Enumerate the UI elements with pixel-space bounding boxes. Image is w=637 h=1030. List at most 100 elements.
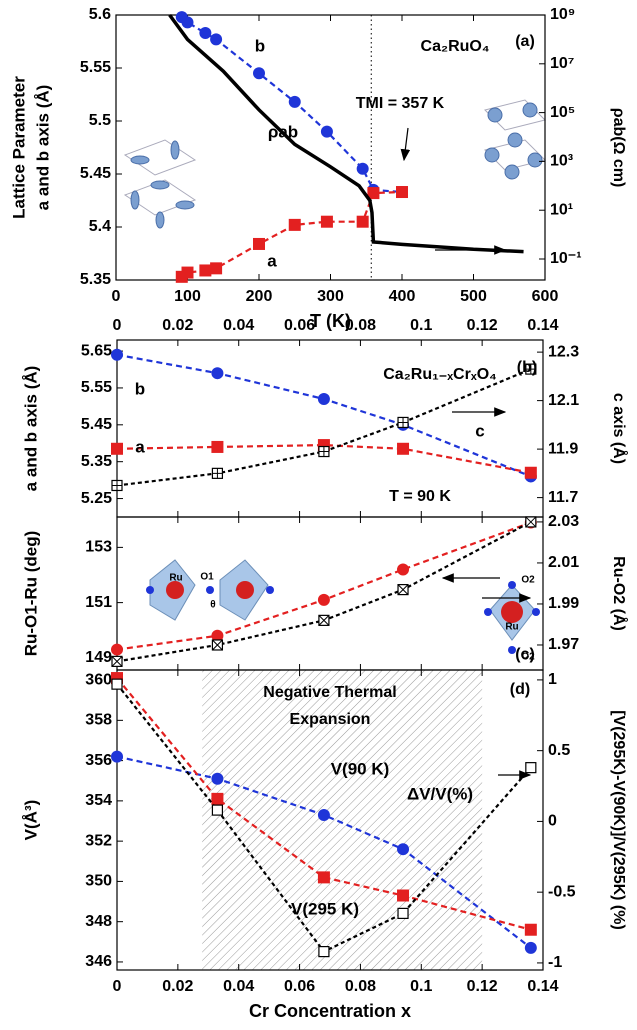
y-tick-label: 5.6: [89, 6, 111, 23]
x-tick-label: 0.06: [284, 978, 315, 995]
data-point: [356, 162, 369, 175]
data-point: [210, 262, 223, 275]
crystal-inset-left: [123, 139, 197, 229]
marker-cross: [212, 639, 223, 651]
data-point: [524, 923, 537, 936]
span-layer: [202, 670, 483, 970]
series-label: ρab: [268, 122, 298, 141]
y2-tick-label: 11.7: [548, 489, 578, 506]
data-point: [211, 467, 224, 479]
x-tick-label: 0.12: [467, 978, 498, 995]
series-label: V(295 K): [291, 899, 359, 918]
x-tick-label: 0.1: [410, 317, 432, 334]
data-point: [111, 479, 123, 492]
data-point: [524, 941, 537, 954]
data-point: [211, 772, 224, 785]
annotation: Ru: [505, 622, 518, 633]
x-tick-label: 0.12: [467, 317, 498, 334]
y2-tick-label: 10¹: [550, 201, 573, 218]
x-tick-label: 0.08: [345, 317, 376, 334]
data-point: [320, 215, 333, 228]
annotation: O2: [521, 575, 535, 586]
y-tick-label: 352: [85, 832, 112, 849]
marker-cross: [525, 364, 536, 375]
series-label: V(90 K): [331, 759, 390, 778]
data-point: [367, 187, 380, 200]
y2-tick-label: 10⁻¹: [550, 250, 582, 267]
y2-tick-label: 10⁷: [550, 55, 574, 72]
data-point: [111, 655, 123, 667]
annotation: Negative Thermal: [263, 684, 396, 701]
y-tick-label: 358: [85, 712, 112, 729]
x-tick-label: 0: [113, 317, 122, 334]
data-point: [320, 125, 333, 138]
annotation: Expansion: [290, 711, 371, 728]
data-point: [211, 367, 224, 380]
series-label: b: [135, 379, 145, 398]
series-label: ΔV/V(%): [407, 784, 473, 803]
data-point: [210, 33, 223, 46]
data-point: [525, 516, 537, 528]
series-label: b: [255, 36, 265, 55]
y2-tick-label: 12.3: [548, 343, 579, 360]
annotation: (a): [515, 33, 535, 50]
y-tick-label: 5.45: [81, 416, 112, 433]
y-tick-label: 348: [85, 913, 112, 930]
shaded-region: [202, 670, 483, 970]
data-point: [111, 750, 123, 763]
arrow: [400, 127, 411, 162]
data-point: [211, 639, 224, 651]
data-point: [397, 563, 410, 576]
data-point: [253, 237, 265, 250]
data-point: [397, 889, 410, 902]
y-tick-label: 153: [85, 539, 112, 556]
y2-tick-label: -1: [548, 954, 562, 971]
annotation: (b): [517, 359, 537, 376]
y-tick-label: 5.35: [81, 453, 112, 470]
data-point: [111, 678, 123, 690]
x-tick-label: 0.08: [345, 978, 376, 995]
x-tick-label: 0.04: [223, 317, 254, 334]
data-point: [356, 215, 369, 228]
y2-tick-label: 12.1: [548, 392, 579, 409]
y2-tick-label: 10⁹: [550, 6, 575, 23]
data-point: [317, 871, 330, 884]
y2-axis-label: ρab(Ω cm): [610, 108, 627, 188]
y-tick-label: 5.25: [81, 490, 112, 507]
y-tick-label: 350: [85, 873, 112, 890]
y2-tick-label: 11.9: [548, 440, 578, 457]
data-point: [181, 16, 194, 29]
data-point: [211, 804, 224, 816]
data-point: [111, 348, 123, 361]
annotation: Ca₂RuO₄: [421, 38, 490, 55]
y-axis-label: V(Å³): [21, 800, 40, 841]
series-label: c: [475, 421, 484, 440]
y-tick-label: 346: [85, 953, 112, 970]
annotation: (c): [515, 646, 535, 663]
x-tick-label: 600: [532, 288, 559, 305]
x-tick-label: 0: [112, 288, 121, 305]
data-point: [397, 843, 410, 856]
data-point: [199, 264, 212, 277]
y2-axis-label: Ru-O2 (Å): [610, 556, 629, 631]
annotation: TMI = 357 K: [356, 95, 445, 112]
data-point: [288, 218, 301, 231]
octahedra-inset: [146, 559, 540, 654]
annotation: O2: [521, 652, 535, 663]
marker-cross: [212, 468, 223, 479]
data-point: [396, 186, 408, 199]
marker-cross: [397, 584, 409, 595]
marker-cross: [398, 417, 409, 428]
x-tick-label: 200: [246, 288, 273, 305]
data-point: [318, 614, 330, 626]
series-line: [116, 368, 532, 487]
data-point: [318, 946, 330, 958]
data-point: [211, 792, 224, 805]
data-point: [317, 593, 330, 606]
annotation: (d): [510, 681, 530, 698]
y-tick-label: 5.35: [80, 271, 111, 288]
data-point: [525, 762, 537, 774]
x-tick-label: 300: [317, 288, 344, 305]
y2-axis-label: [V(295K)-V(90K)]/V(295K) (%): [610, 710, 627, 930]
y-tick-label: 5.55: [80, 59, 111, 76]
